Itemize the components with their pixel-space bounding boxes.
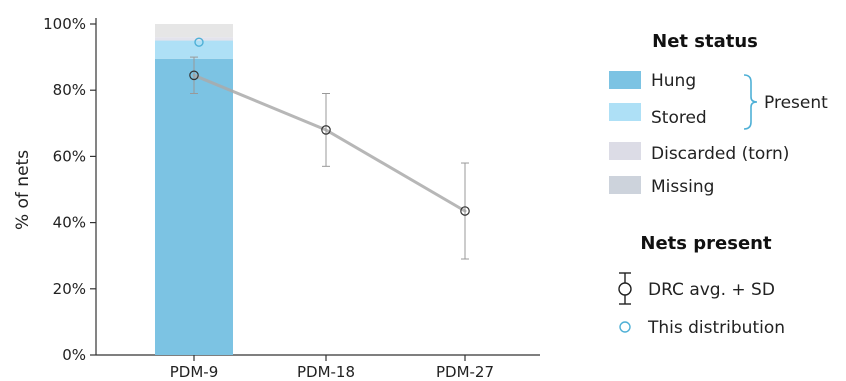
- legend-label-this-distribution: This distribution: [647, 318, 785, 338]
- present-bracket: [743, 74, 758, 130]
- y-tick-label: 40%: [53, 214, 86, 232]
- y-tick-label: 0%: [62, 346, 86, 364]
- legend-label-hung: Hung: [651, 71, 696, 91]
- drc-line: [192, 73, 467, 213]
- bar-segment-hung: [155, 58, 233, 355]
- legend-swatch-stored: [609, 103, 641, 121]
- legend-title-net-status: Net status: [652, 31, 758, 52]
- drc-point: [189, 56, 199, 95]
- this-distribution-series: [194, 37, 204, 47]
- x-tick-label: PDM-9: [170, 363, 219, 381]
- legend-label-missing: Missing: [651, 177, 714, 197]
- drc-marker: [460, 206, 470, 216]
- bar-segment-stored: [155, 40, 233, 59]
- legend-title-nets-present: Nets present: [640, 233, 772, 254]
- y-tick-label: 100%: [43, 15, 86, 33]
- bar-segment-missing: [155, 24, 233, 38]
- y-tick-label: 20%: [53, 280, 86, 298]
- legend-marker-drc: [618, 272, 632, 305]
- legend-label-discarded: Discarded (torn): [651, 144, 789, 164]
- legend-swatch-hung: [609, 71, 641, 89]
- stacked-bar: [155, 24, 233, 355]
- legend-label-drc: DRC avg. + SD: [648, 280, 775, 300]
- drc-series: [189, 56, 470, 260]
- y-tick-label: 60%: [53, 147, 86, 165]
- drc-marker: [189, 70, 199, 81]
- legend-label-present: Present: [764, 93, 828, 113]
- y-tick-label: 80%: [53, 81, 86, 99]
- bar-segment-discarded-torn: [155, 37, 233, 41]
- legend-swatch-missing: [609, 176, 641, 194]
- legend-marker-this-distribution: [619, 321, 631, 333]
- x-ticks: PDM-9 PDM-18 PDM-27: [170, 355, 494, 381]
- legend: Net status Hung Stored Present Discarded…: [609, 31, 828, 338]
- legend-swatch-discarded: [609, 142, 641, 160]
- x-tick-label: PDM-18: [297, 363, 355, 381]
- drc-point: [460, 162, 470, 260]
- y-axis-title: % of nets: [13, 150, 33, 230]
- drc-marker: [321, 125, 331, 135]
- legend-label-stored: Stored: [651, 108, 707, 128]
- y-ticks: 0% 20% 40% 60% 80% 100%: [43, 15, 96, 364]
- this-distribution-marker: [194, 37, 204, 47]
- drc-point: [321, 93, 331, 167]
- x-tick-label: PDM-27: [436, 363, 494, 381]
